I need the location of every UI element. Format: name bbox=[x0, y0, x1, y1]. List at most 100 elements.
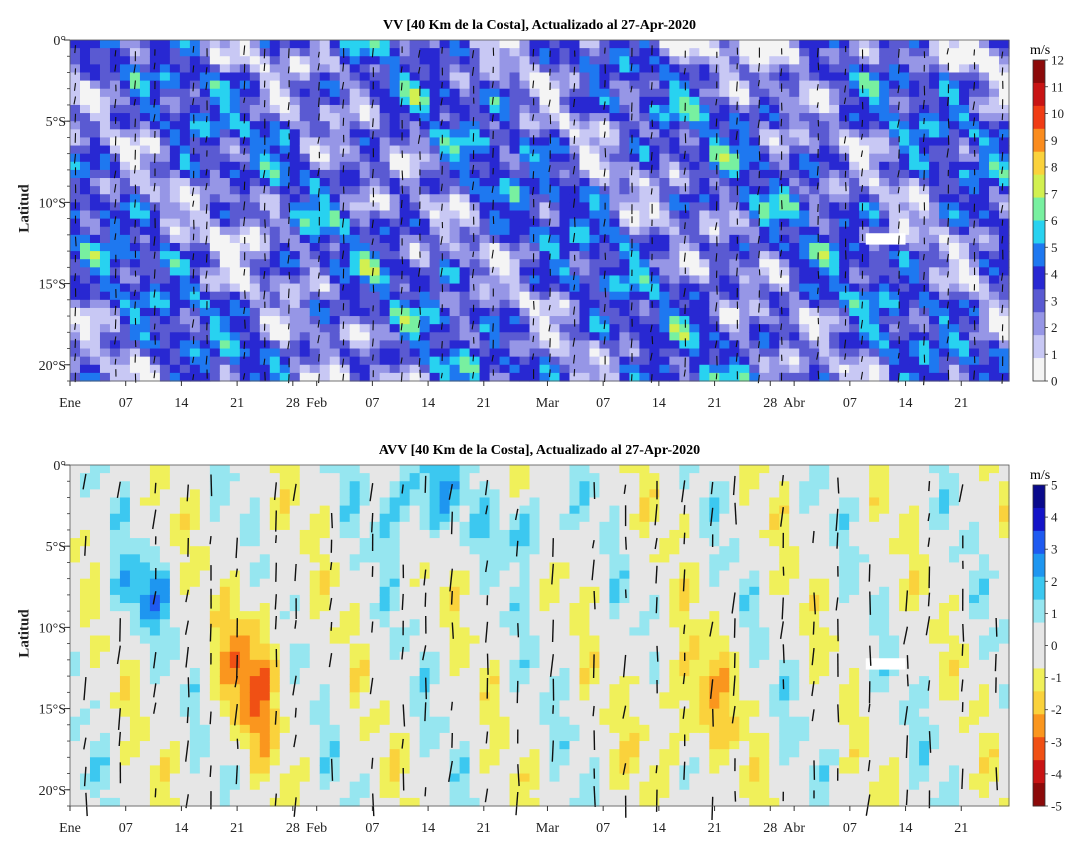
heatmap-cell bbox=[639, 299, 650, 309]
heatmap-cell bbox=[379, 56, 391, 65]
heatmap-cell bbox=[79, 505, 91, 515]
heatmap-cell bbox=[739, 324, 750, 333]
heatmap-cell bbox=[229, 275, 241, 285]
heatmap-cell bbox=[89, 96, 101, 106]
heatmap-cell bbox=[569, 340, 581, 350]
wind-vector bbox=[844, 353, 847, 360]
heatmap-cell bbox=[899, 340, 910, 350]
heatmap-cell bbox=[669, 194, 680, 203]
heatmap-cell bbox=[239, 210, 251, 220]
heatmap-cell bbox=[509, 121, 521, 130]
wind-vector bbox=[532, 285, 535, 292]
heatmap-cell bbox=[829, 275, 840, 285]
heatmap-cell bbox=[509, 186, 521, 195]
heatmap-cell bbox=[539, 340, 551, 350]
heatmap-cell bbox=[379, 145, 391, 155]
heatmap-cell bbox=[409, 80, 421, 90]
heatmap-cell bbox=[859, 40, 870, 49]
heatmap-cell bbox=[579, 226, 591, 236]
heatmap-cell bbox=[459, 88, 471, 98]
heatmap-cell bbox=[279, 64, 291, 74]
heatmap-cell bbox=[649, 251, 660, 260]
heatmap-cell bbox=[529, 88, 541, 98]
heatmap-cell bbox=[219, 316, 231, 325]
heatmap-cell bbox=[89, 651, 101, 661]
heatmap-cell bbox=[879, 251, 890, 260]
heatmap-cell bbox=[109, 161, 121, 171]
heatmap-cell bbox=[269, 242, 281, 252]
wind-vector bbox=[288, 48, 290, 59]
heatmap-cell bbox=[70, 700, 81, 710]
heatmap-cell bbox=[939, 96, 950, 106]
heatmap-cell bbox=[719, 356, 730, 366]
heatmap-cell bbox=[609, 340, 621, 350]
heatmap-cell bbox=[449, 324, 461, 333]
heatmap-cell bbox=[539, 307, 551, 317]
heatmap-cell bbox=[559, 251, 571, 260]
heatmap-cell bbox=[159, 226, 171, 236]
heatmap-cell bbox=[979, 137, 990, 147]
heatmap-cell bbox=[579, 169, 591, 179]
heatmap-cell bbox=[199, 104, 211, 114]
heatmap-cell bbox=[839, 364, 850, 374]
heatmap-cell bbox=[399, 251, 411, 260]
heatmap-cell bbox=[999, 251, 1010, 260]
wind-vector bbox=[603, 218, 606, 227]
heatmap-cell bbox=[219, 348, 231, 358]
heatmap-cell bbox=[529, 161, 541, 171]
heatmap-cell bbox=[99, 724, 111, 734]
heatmap-cell bbox=[539, 64, 551, 74]
wind-vector bbox=[1001, 113, 1004, 121]
heatmap-cell bbox=[609, 226, 621, 236]
heatmap-cell bbox=[699, 194, 710, 203]
heatmap-cell bbox=[409, 348, 421, 358]
wind-vector bbox=[417, 134, 421, 144]
heatmap-cell bbox=[959, 316, 970, 325]
wind-vector bbox=[153, 182, 156, 192]
heatmap-cell bbox=[729, 259, 740, 268]
wind-vector bbox=[205, 168, 208, 176]
heatmap-cell bbox=[819, 40, 830, 49]
heatmap-cell bbox=[989, 121, 1000, 130]
heatmap-cell bbox=[779, 56, 790, 65]
heatmap-cell bbox=[229, 80, 241, 90]
heatmap-cell bbox=[99, 72, 111, 82]
heatmap-cell bbox=[589, 210, 601, 220]
heatmap-cell bbox=[789, 348, 800, 358]
heatmap-cell bbox=[929, 242, 940, 252]
heatmap-cell bbox=[289, 40, 301, 49]
heatmap-cell bbox=[179, 104, 191, 114]
heatmap-cell bbox=[579, 202, 591, 212]
heatmap-cell bbox=[339, 242, 351, 252]
wind-vector bbox=[263, 149, 266, 156]
heatmap-cell bbox=[139, 364, 151, 374]
heatmap-cell bbox=[79, 659, 91, 669]
heatmap-cell bbox=[99, 234, 111, 244]
heatmap-cell bbox=[419, 340, 431, 350]
heatmap-cell bbox=[339, 259, 351, 268]
heatmap-cell bbox=[929, 364, 940, 374]
heatmap-cell bbox=[759, 348, 770, 358]
heatmap-cell bbox=[359, 137, 371, 147]
heatmap-cell bbox=[169, 129, 181, 139]
heatmap-cell bbox=[469, 356, 481, 366]
wind-vector bbox=[114, 64, 117, 72]
heatmap-cell bbox=[369, 332, 381, 342]
data-gap bbox=[865, 233, 906, 245]
heatmap-cell bbox=[399, 242, 411, 252]
heatmap-cell bbox=[779, 121, 790, 130]
heatmap-cell bbox=[459, 372, 471, 382]
heatmap-cell bbox=[819, 145, 830, 155]
heatmap-cell bbox=[209, 161, 221, 171]
heatmap-cell bbox=[569, 72, 581, 82]
wind-vector bbox=[683, 369, 686, 377]
heatmap-cell bbox=[439, 267, 451, 277]
heatmap-cell bbox=[989, 64, 1000, 74]
heatmap-cell bbox=[729, 113, 740, 122]
heatmap-cell bbox=[239, 332, 251, 342]
heatmap-cell bbox=[759, 283, 770, 293]
heatmap-cell bbox=[70, 242, 81, 252]
heatmap-cell bbox=[489, 324, 501, 333]
heatmap-cell bbox=[219, 251, 231, 260]
heatmap-cell bbox=[289, 242, 301, 252]
